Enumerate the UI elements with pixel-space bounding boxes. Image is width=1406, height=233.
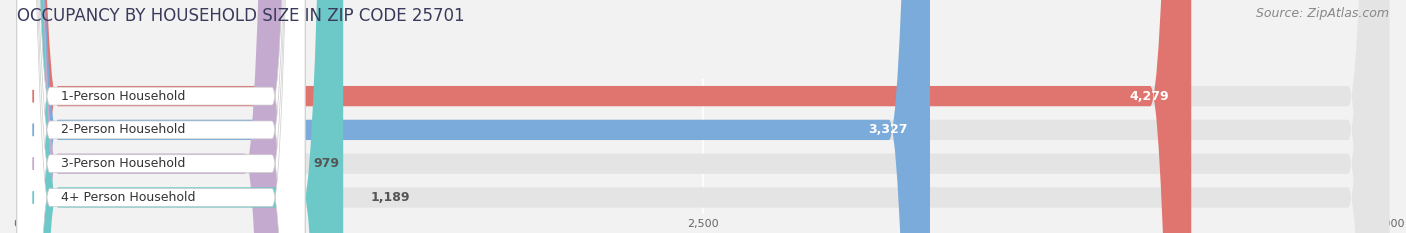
Text: 3-Person Household: 3-Person Household bbox=[60, 157, 186, 170]
FancyBboxPatch shape bbox=[17, 0, 1389, 233]
FancyBboxPatch shape bbox=[17, 0, 305, 233]
FancyBboxPatch shape bbox=[17, 0, 305, 233]
FancyBboxPatch shape bbox=[17, 0, 1191, 233]
Text: 1-Person Household: 1-Person Household bbox=[60, 90, 186, 103]
FancyBboxPatch shape bbox=[17, 0, 285, 233]
Text: Source: ZipAtlas.com: Source: ZipAtlas.com bbox=[1256, 7, 1389, 20]
Text: 4,279: 4,279 bbox=[1129, 90, 1170, 103]
FancyBboxPatch shape bbox=[17, 0, 1389, 233]
FancyBboxPatch shape bbox=[17, 0, 305, 233]
Text: 3,327: 3,327 bbox=[869, 123, 908, 136]
Text: 2-Person Household: 2-Person Household bbox=[60, 123, 186, 136]
FancyBboxPatch shape bbox=[17, 0, 1389, 233]
Text: 1,189: 1,189 bbox=[371, 191, 411, 204]
FancyBboxPatch shape bbox=[17, 0, 343, 233]
FancyBboxPatch shape bbox=[17, 0, 929, 233]
Text: 979: 979 bbox=[314, 157, 339, 170]
FancyBboxPatch shape bbox=[17, 0, 305, 233]
Text: 4+ Person Household: 4+ Person Household bbox=[60, 191, 195, 204]
Text: OCCUPANCY BY HOUSEHOLD SIZE IN ZIP CODE 25701: OCCUPANCY BY HOUSEHOLD SIZE IN ZIP CODE … bbox=[17, 7, 464, 25]
FancyBboxPatch shape bbox=[17, 0, 1389, 233]
